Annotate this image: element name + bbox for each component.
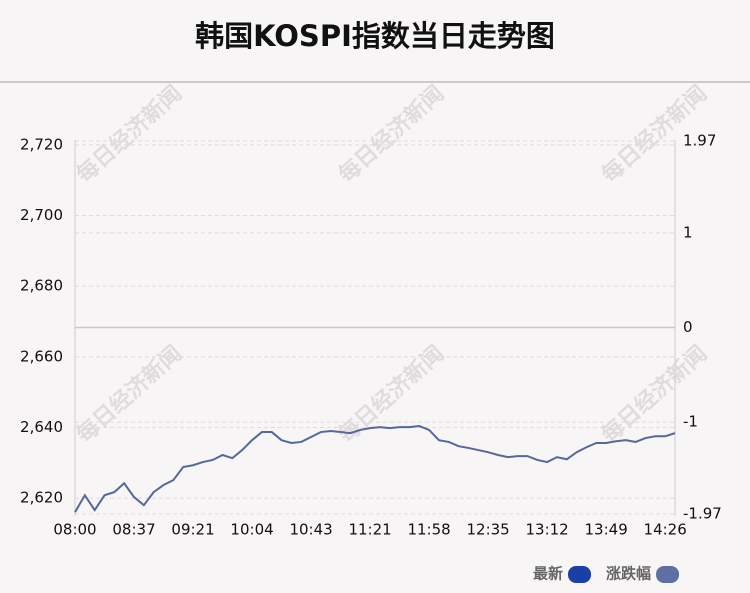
y-tick-label: 2,680 (20, 277, 63, 295)
y-tick-label: 2,640 (20, 418, 63, 436)
y-tick-label: 2,720 (20, 135, 63, 153)
y2-tick-label: -1.97 (683, 505, 722, 523)
x-tick-label: 13:49 (585, 521, 628, 539)
x-tick-label: 09:21 (171, 521, 214, 539)
line (74, 425, 676, 513)
x-tick-label: 08:37 (112, 521, 155, 539)
legend-swatch (568, 566, 592, 583)
legend-label: 涨跌幅 (606, 565, 651, 583)
x-tick-label: 13:12 (526, 521, 569, 539)
legend-label: 最新 (533, 565, 563, 583)
chart-title: 韩国KOSPI指数当日走势图 (195, 19, 555, 53)
y2-tick-label: -1 (683, 413, 698, 431)
y-tick-label: 2,620 (20, 489, 63, 507)
y-tick-label: 2,700 (20, 206, 63, 224)
x-tick-label: 14:26 (644, 521, 687, 539)
x-tick-label: 11:21 (348, 521, 391, 539)
x-tick-label: 12:35 (466, 521, 509, 539)
y2-tick-label: 1.97 (683, 132, 716, 150)
x-tick-label: 11:58 (407, 521, 450, 539)
x-tick-label: 08:00 (53, 521, 96, 539)
y2-tick-label: 0 (683, 318, 693, 336)
legend-swatch (656, 566, 680, 583)
x-tick-label: 10:04 (230, 521, 273, 539)
x-tick-label: 10:43 (289, 521, 332, 539)
y2-tick-label: 1 (683, 223, 693, 241)
y-tick-label: 2,660 (20, 347, 63, 365)
